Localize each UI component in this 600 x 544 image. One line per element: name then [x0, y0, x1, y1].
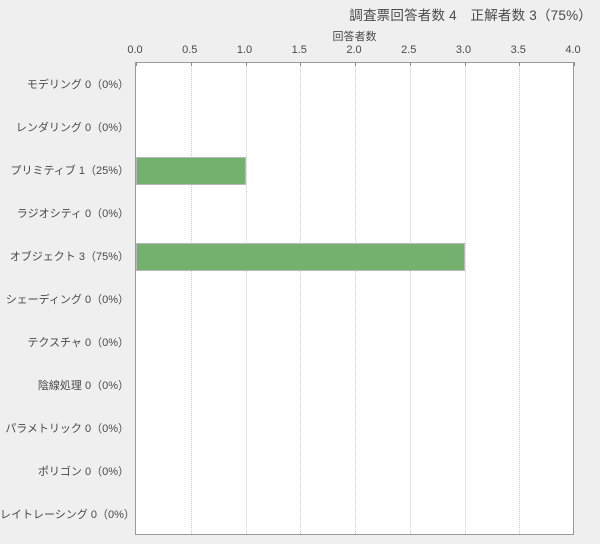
bar[interactable]: [136, 242, 465, 271]
x-tick-label: 3.5: [510, 44, 526, 56]
y-axis-category-labels: モデリング 0（0%） レンダリング 0（0%） プリミティブ 1（25%） ラジオシ…: [0, 62, 135, 535]
x-tick-label: 3.0: [455, 44, 472, 56]
tick-mark: [300, 62, 302, 66]
tick-mark: [464, 62, 466, 66]
chart-title: 調査票回答者数 4 正解者数 3（75%）: [349, 8, 592, 23]
tick-mark: [136, 62, 137, 66]
x-tick-label: 1.5: [291, 44, 307, 56]
gridline: [245, 63, 247, 534]
x-tick-label: 0.5: [182, 44, 198, 56]
gridline: [190, 63, 192, 534]
y-tick-label: 陰線処理 0（0%）: [37, 379, 129, 392]
bar[interactable]: [136, 156, 246, 185]
x-tick-label: 4.0: [565, 44, 581, 56]
y-tick-label: プリミティブ 1（25%）: [10, 164, 129, 177]
y-tick-label: シェーディング 0（0%）: [5, 293, 129, 306]
tick-mark: [409, 62, 411, 66]
tick-mark: [245, 62, 247, 66]
gridline: [300, 63, 302, 534]
y-tick-label: ポリゴン 0（0%）: [37, 465, 129, 478]
gridline: [464, 63, 466, 534]
gridline: [409, 63, 411, 534]
gridline: [355, 63, 356, 534]
x-tick-label: 0.0: [127, 44, 143, 56]
y-tick-label: パラメトリック 0（0%）: [5, 422, 129, 435]
tick-mark: [190, 62, 192, 66]
y-tick-label: ラジオシティ 0（0%）: [16, 207, 129, 220]
bars-layer: [136, 63, 573, 534]
y-tick-label: モデリング 0（0%）: [26, 78, 129, 91]
x-tick-label: 2.5: [401, 44, 417, 56]
tick-mark: [519, 62, 521, 66]
y-tick-label: レンダリング 0（0%）: [15, 121, 129, 134]
x-tick-label: 1.0: [236, 44, 253, 56]
y-tick-label: オブジェクト 3（75%）: [9, 250, 129, 263]
y-tick-label: テクスチャ 0（0%）: [27, 336, 129, 349]
x-tick-label: 2.0: [346, 44, 362, 56]
y-tick-label: レイトレーシング 0（0%）: [0, 508, 135, 521]
tick-mark: [574, 62, 575, 66]
tick-mark: [355, 62, 356, 66]
plot-area: [135, 62, 575, 535]
gridline: [519, 63, 521, 534]
x-axis-tick-labels: 0.0 0.5 1.0 1.5 2.0 2.5 3.0 3.5 4.0: [0, 44, 600, 58]
x-axis-title: 回答者数: [332, 31, 377, 43]
